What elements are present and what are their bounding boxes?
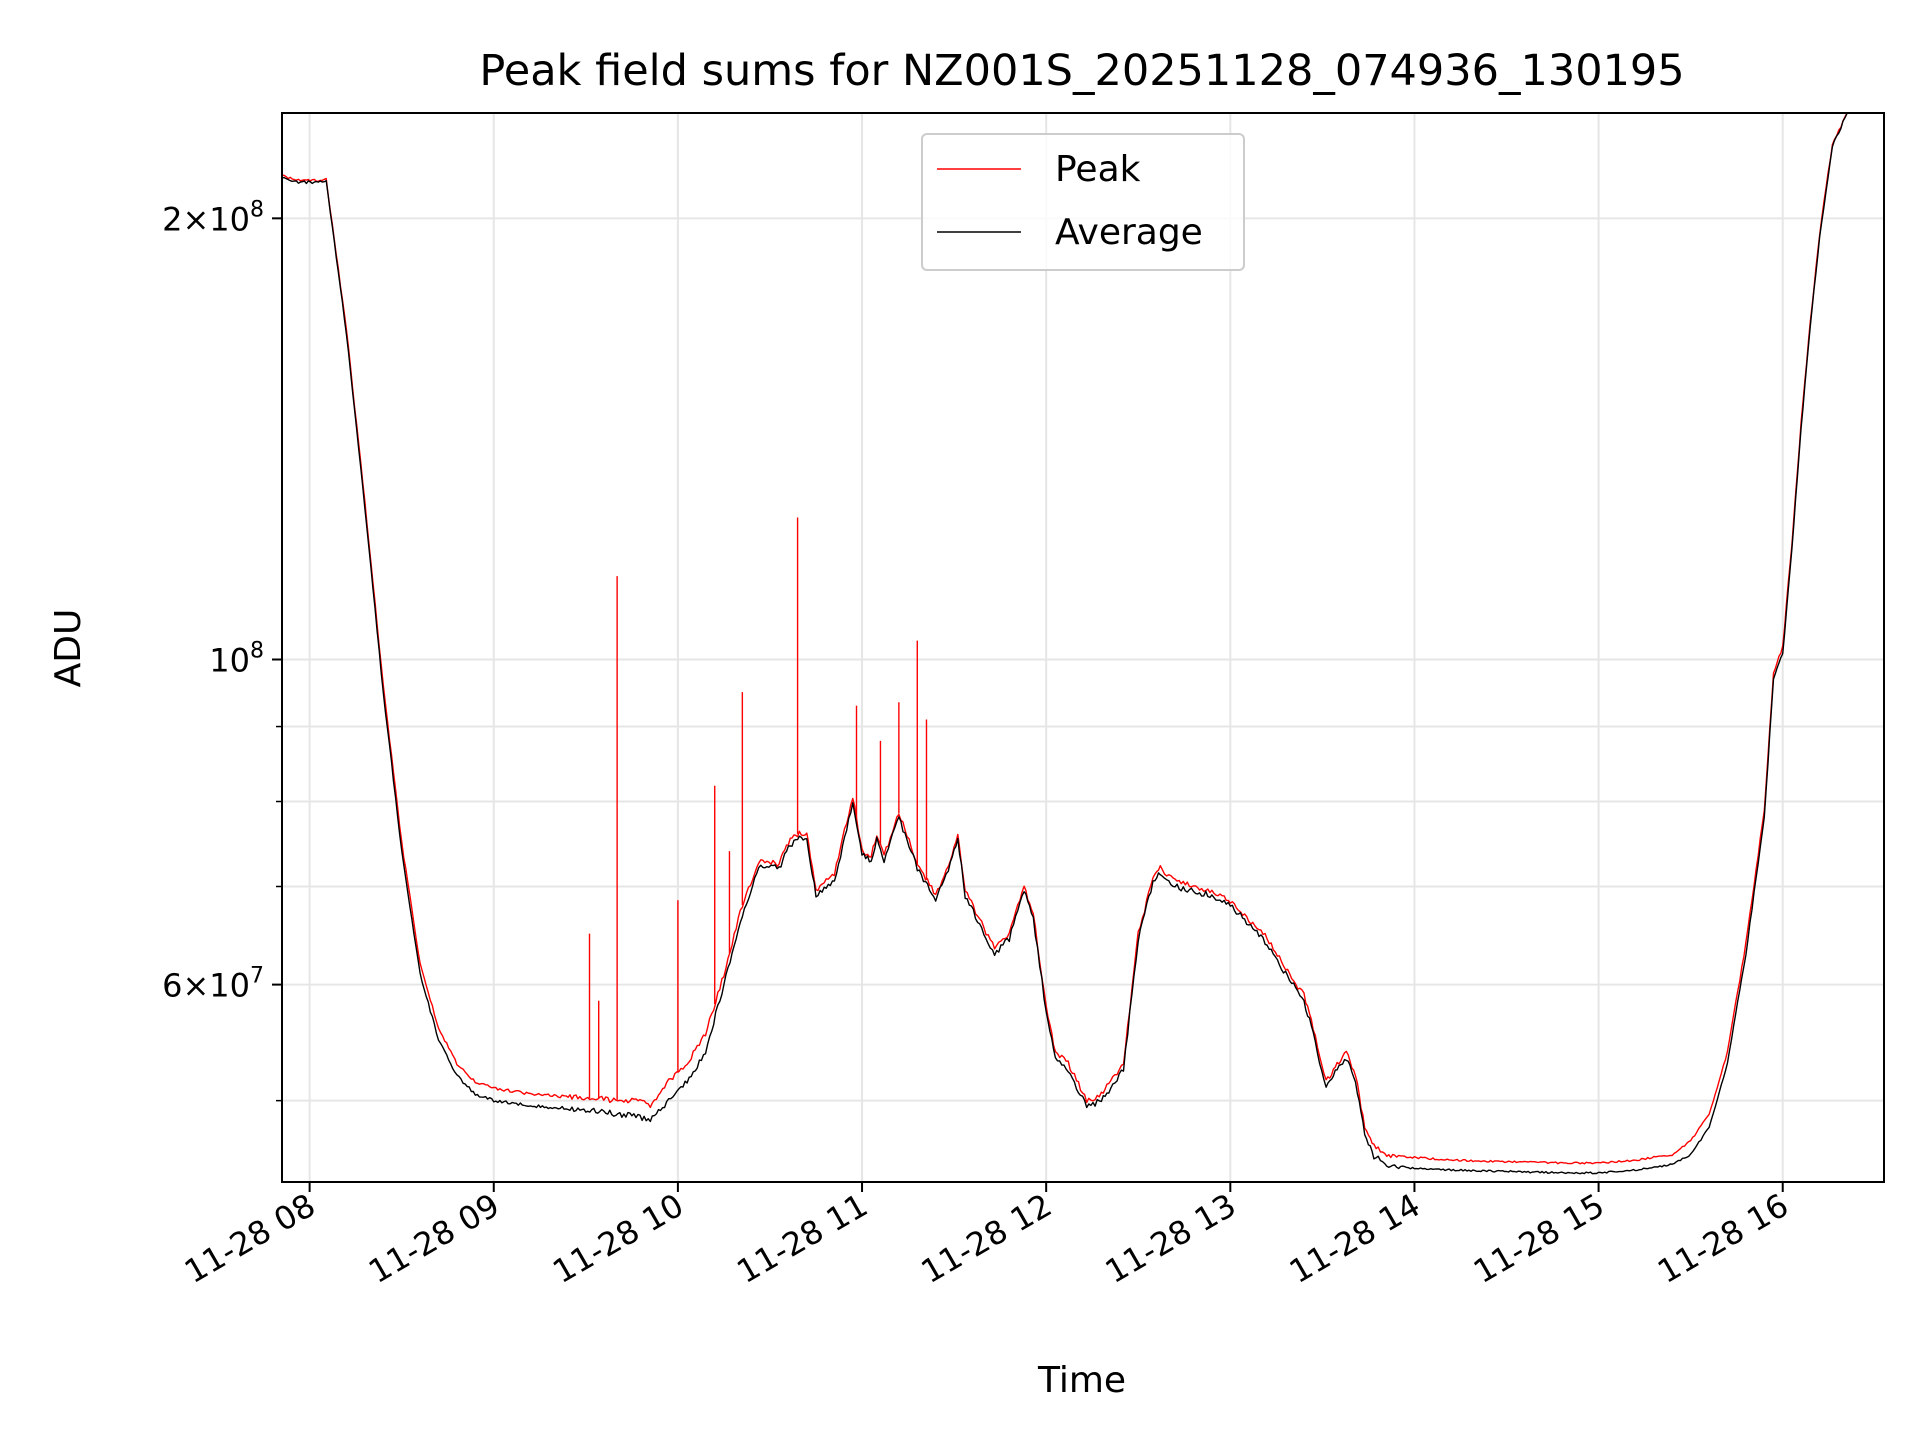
chart-title: Peak field sums for NZ001S_20251128_0749… <box>479 46 1684 96</box>
x-axis-label: Time <box>1037 1360 1126 1401</box>
y-tick-label: 6×107 <box>162 964 264 1005</box>
series-line-average <box>282 113 1848 1175</box>
series-line-peak <box>282 113 1848 1165</box>
plot-frame <box>281 112 1885 1183</box>
y-axis: 6×107 108 2×108 <box>162 197 282 1102</box>
plot-area <box>282 113 1848 1175</box>
legend-peak-label: Peak <box>1055 149 1141 190</box>
y-axis-label: ADU <box>48 609 89 688</box>
legend-average-label: Average <box>1055 212 1203 253</box>
y-tick-label: 2×108 <box>162 197 264 238</box>
legend-box <box>921 133 1245 271</box>
legend: Peak Average <box>921 133 1245 271</box>
y-tick-label: 108 <box>209 638 264 679</box>
grid <box>282 113 1884 1182</box>
